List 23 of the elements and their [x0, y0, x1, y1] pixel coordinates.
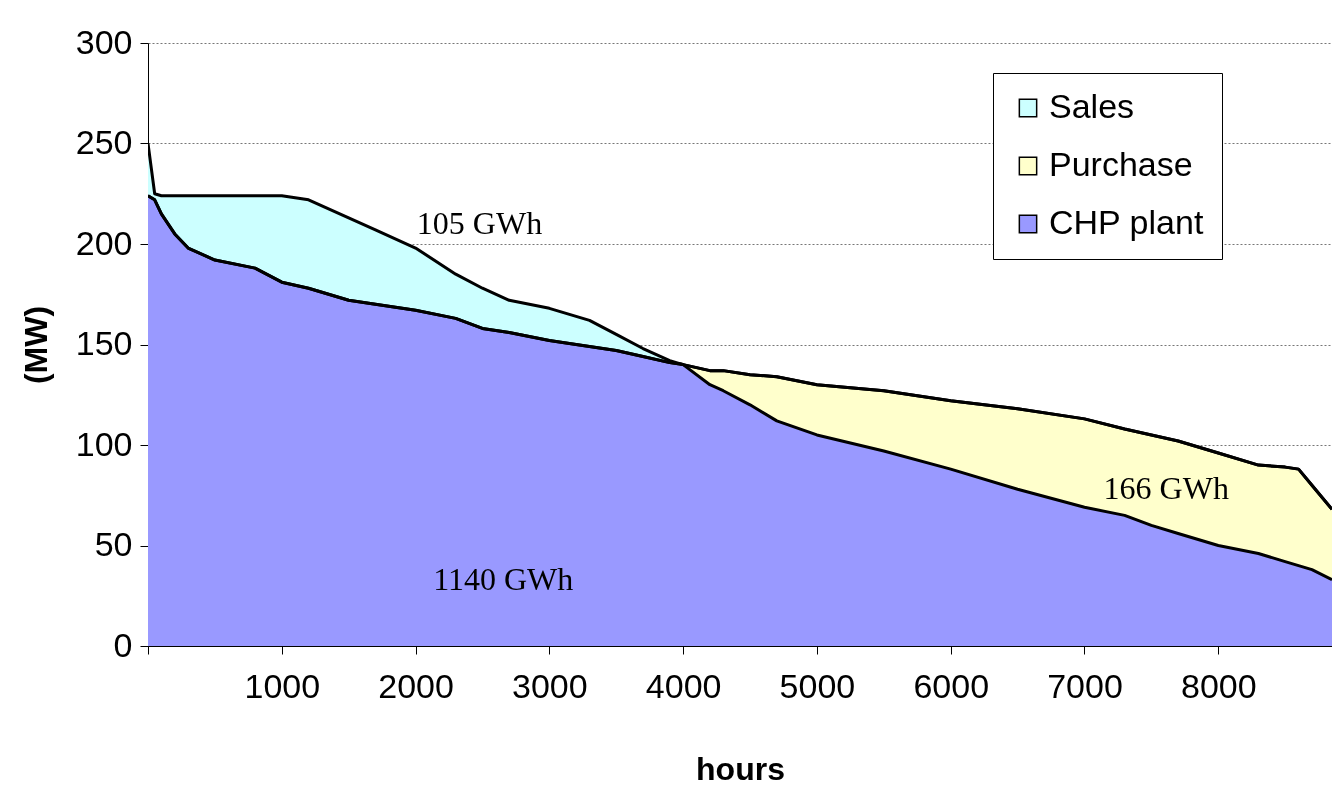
- x-tick-label: 3000: [512, 666, 588, 705]
- x-tick-label: 1000: [244, 666, 321, 705]
- x-tick-label: 4000: [645, 666, 722, 705]
- y-tick-label: 50: [94, 525, 133, 563]
- annotation: 1140 GWh: [433, 560, 574, 597]
- legend-label: CHP plant: [1049, 203, 1204, 241]
- x-tick-label: 2000: [378, 666, 454, 705]
- x-tick-label: 6000: [913, 666, 990, 705]
- legend-label: Purchase: [1049, 145, 1193, 183]
- y-tick-label: 250: [75, 123, 133, 161]
- legend-label: Sales: [1049, 87, 1135, 125]
- x-tick-label: 5000: [779, 666, 856, 705]
- y-tick-label: 200: [75, 223, 133, 262]
- y-tick-label: 0: [113, 625, 133, 664]
- y-tick-label: 100: [75, 424, 133, 463]
- annotation: 105 GWh: [416, 204, 543, 241]
- x-tick-label: 7000: [1047, 666, 1123, 705]
- x-tick-label: 8000: [1180, 666, 1257, 705]
- y-tick-label: 300: [75, 22, 133, 61]
- y-tick-label: 150: [75, 324, 133, 362]
- y-axis-title: (MW): [17, 305, 54, 385]
- annotation: 166 GWh: [1103, 470, 1229, 507]
- x-axis-title: hours: [696, 750, 785, 787]
